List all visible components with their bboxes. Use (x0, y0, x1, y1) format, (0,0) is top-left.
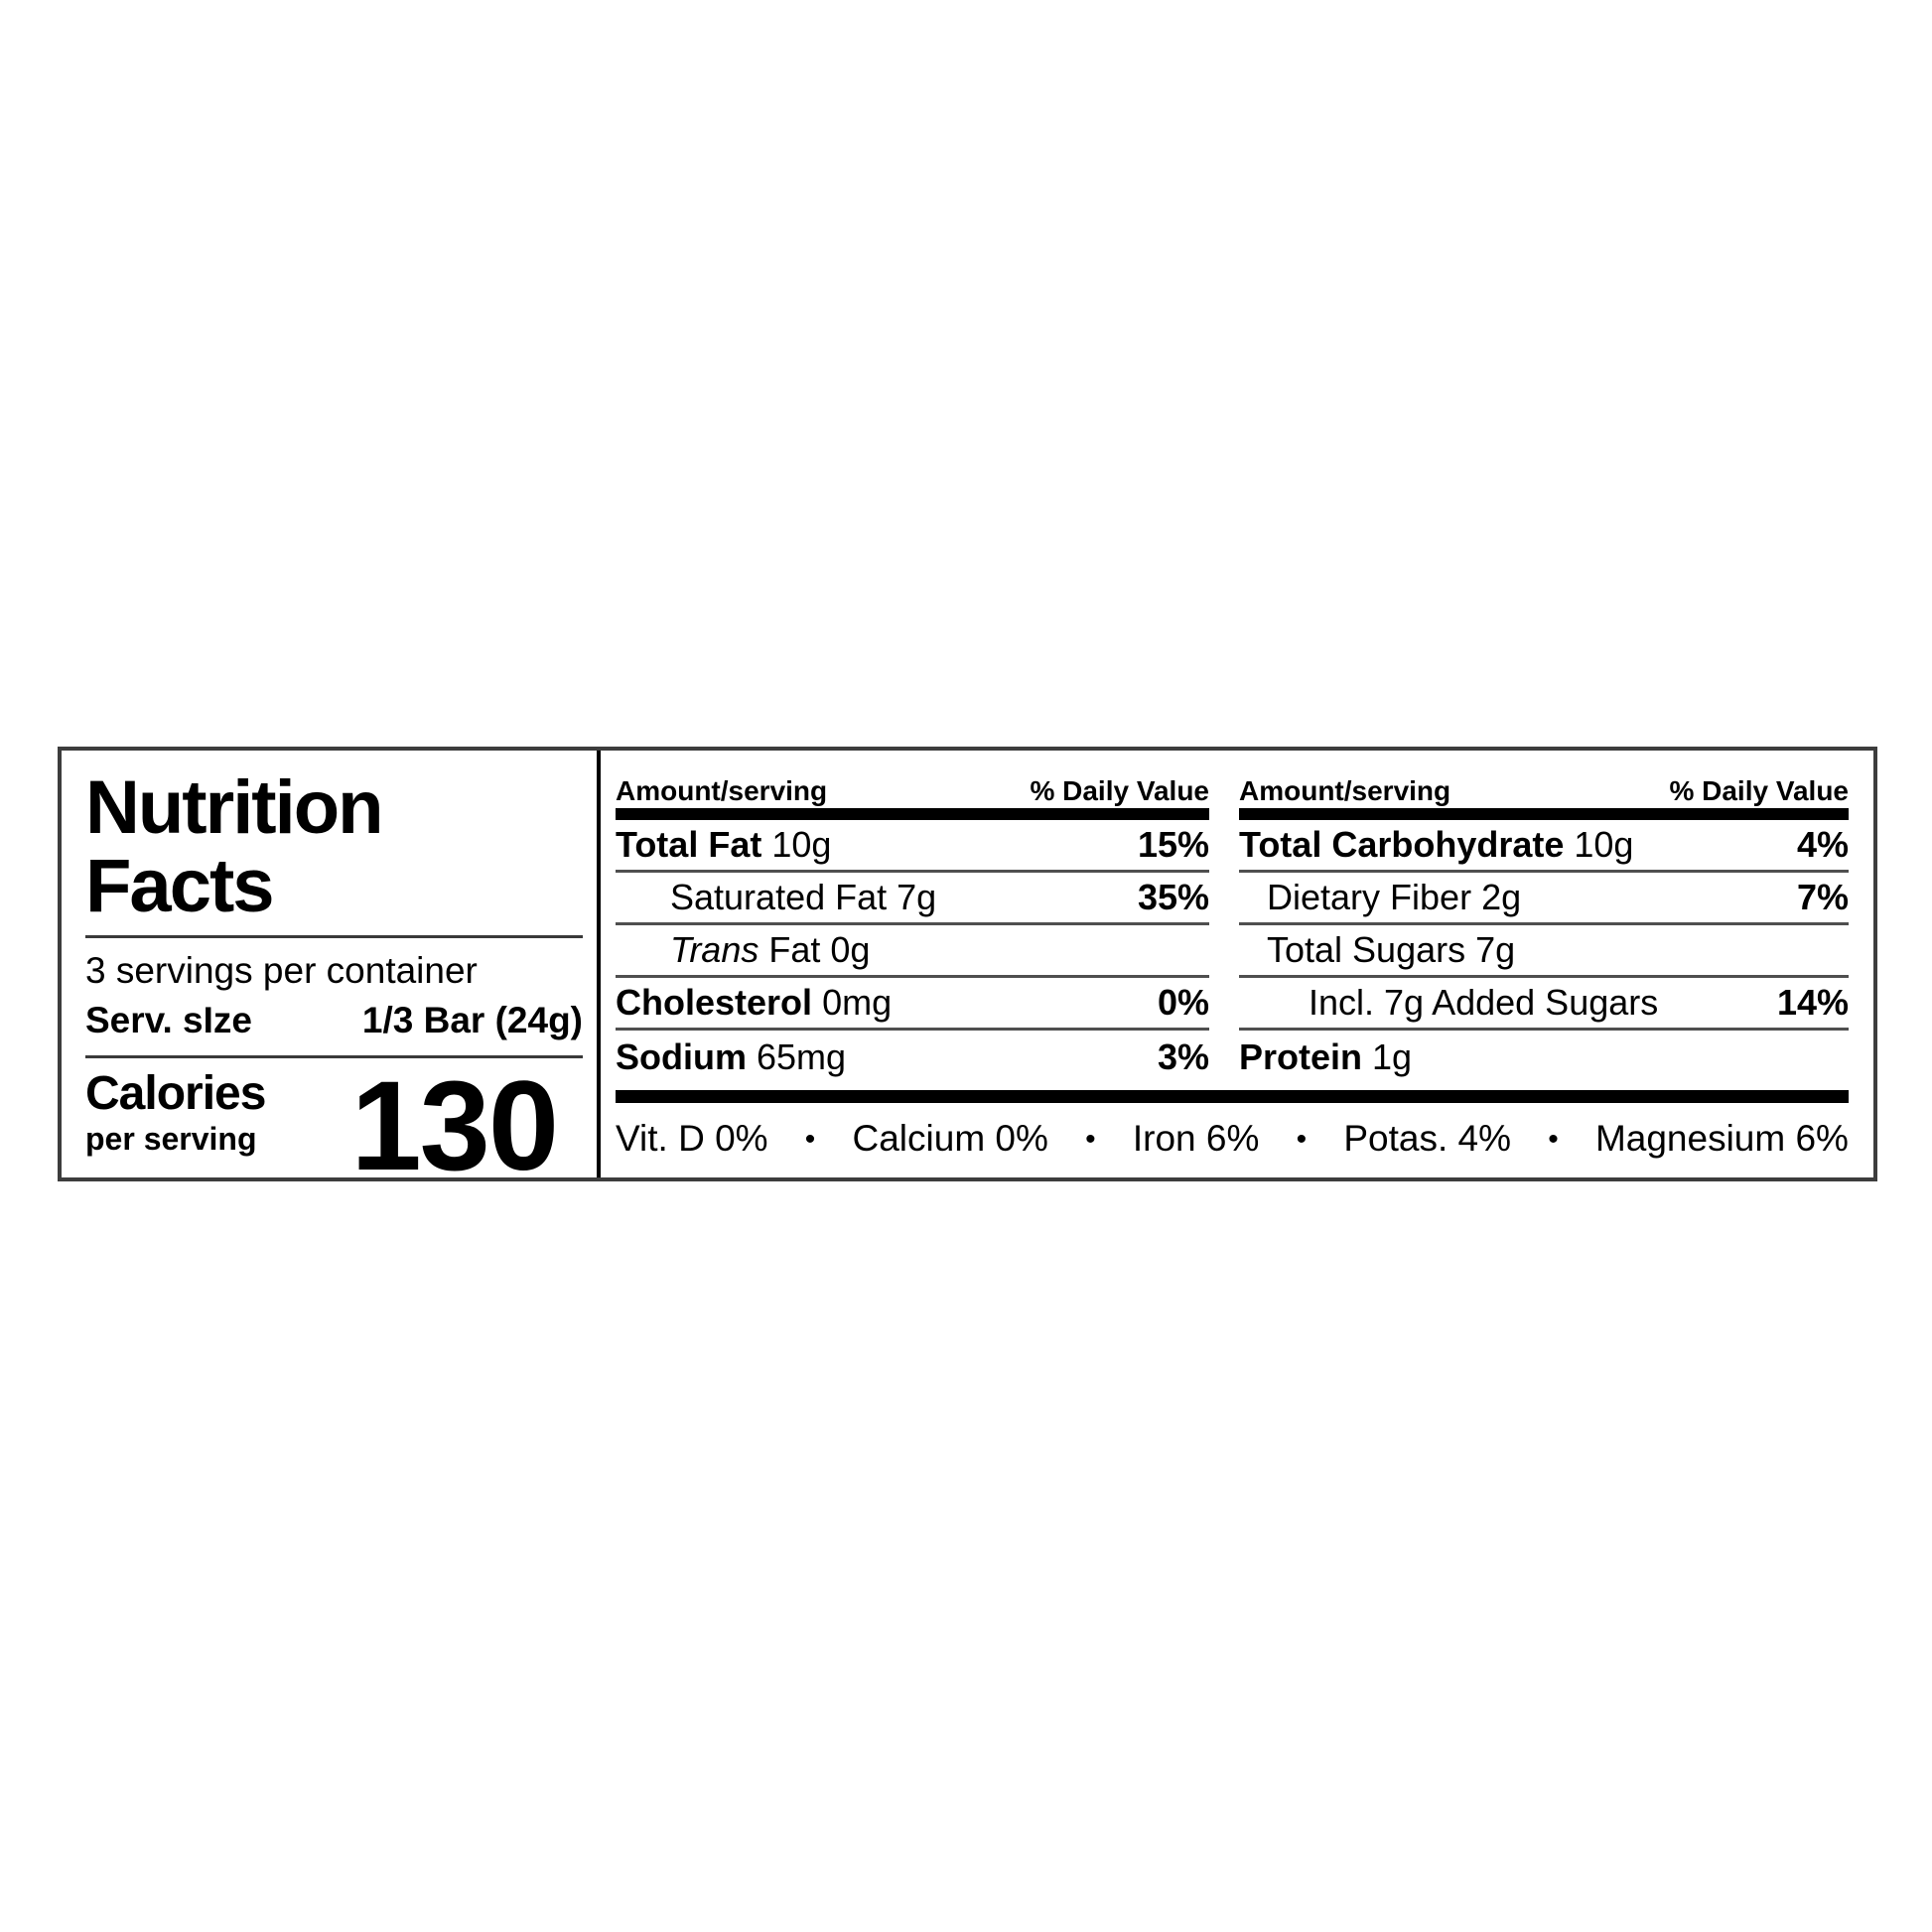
nutrient-row-saturated-fat: Saturated Fat 7g 35% (616, 873, 1209, 925)
daily-value-percent: 35% (1137, 877, 1209, 917)
nutrient-name: Saturated Fat 7g (670, 877, 937, 917)
amount-per-serving-header: Amount/serving (1239, 775, 1451, 806)
nutrient-row-sodium: Sodium 65mg 3% (616, 1031, 1209, 1083)
thick-divider-bar (1239, 808, 1849, 820)
bullet-separator: • (1085, 1123, 1096, 1156)
daily-value-percent: 14% (1776, 982, 1849, 1023)
serving-size-label: Serv. sIze (85, 1000, 252, 1040)
nutrition-facts-title: Nutrition Facts (85, 765, 384, 928)
calories-sublabel: per serving (85, 1121, 257, 1157)
daily-value-percent: 4% (1796, 824, 1849, 865)
rule-under-serving-size (85, 1055, 583, 1058)
daily-value-percent: 15% (1137, 824, 1209, 865)
nutrient-row-total-carbohydrate: Total Carbohydrate 10g 4% (1239, 820, 1849, 873)
nutrient-columns: Amount/serving % Daily Value Total Fat 1… (616, 751, 1849, 1083)
label-right-section: Amount/serving % Daily Value Total Fat 1… (601, 751, 1873, 1177)
nutrient-name: Total Sugars 7g (1267, 929, 1516, 970)
micronutrient-calcium: Calcium 0% (852, 1118, 1048, 1159)
micronutrient-iron: Iron 6% (1132, 1118, 1260, 1159)
rule-under-title (85, 935, 583, 938)
micronutrient-magnesium: Magnesium 6% (1594, 1118, 1849, 1159)
nutrient-name: Protein 1g (1239, 1035, 1413, 1077)
micronutrients-row: Vit. D 0% • Calcium 0% • Iron 6% • Potas… (616, 1117, 1849, 1164)
amount-per-serving-header: Amount/serving (616, 775, 828, 806)
nutrient-name: Total Fat 10g (616, 824, 832, 865)
daily-value-header: % Daily Value (1030, 775, 1209, 806)
daily-value-header: % Daily Value (1669, 775, 1849, 806)
servings-per-container: 3 servings per container (85, 950, 478, 991)
daily-value-percent: 0% (1157, 982, 1209, 1023)
nutrient-name: Incl. 7g Added Sugars (1309, 982, 1659, 1023)
calories-value: 130 (350, 1055, 559, 1197)
column-header: Amount/serving % Daily Value (1239, 751, 1849, 806)
nutrient-name: Sodium 65mg (616, 1035, 847, 1077)
nutrient-row-dietary-fiber: Dietary Fiber 2g 7% (1239, 873, 1849, 925)
nutrient-row-trans-fat: Trans Fat 0g (616, 925, 1209, 978)
nutrition-facts-label: Nutrition Facts 3 servings per container… (58, 747, 1877, 1190)
nutrient-name: Dietary Fiber 2g (1267, 877, 1522, 917)
bullet-separator: • (804, 1123, 816, 1156)
calories-row: Calories per serving 130 (85, 1055, 583, 1197)
thick-divider-bar (616, 808, 1209, 820)
nutrient-column-carb-protein: Amount/serving % Daily Value Total Carbo… (1239, 751, 1849, 1083)
micronutrient-potassium: Potas. 4% (1343, 1118, 1511, 1159)
label-left-panel: Nutrition Facts 3 servings per container… (62, 751, 601, 1190)
nutrient-name: Cholesterol 0mg (616, 982, 893, 1023)
serving-size-value: 1/3 Bar (24g) (361, 1000, 583, 1040)
nutrient-name: Total Carbohydrate 10g (1239, 824, 1634, 865)
serving-size-row: Serv. sIze 1/3 Bar (24g) (85, 1000, 583, 1041)
nutrient-name: Trans Fat 0g (670, 929, 871, 970)
daily-value-percent: 3% (1157, 1035, 1209, 1077)
nutrient-column-fat-sodium: Amount/serving % Daily Value Total Fat 1… (616, 751, 1209, 1083)
bullet-separator: • (1548, 1123, 1559, 1156)
nutrient-row-protein: Protein 1g (1239, 1031, 1849, 1083)
calories-label-block: Calories per serving (85, 1067, 266, 1158)
thick-bottom-bar (616, 1090, 1849, 1103)
nutrient-row-total-sugars: Total Sugars 7g (1239, 925, 1849, 978)
daily-value-percent: 7% (1796, 877, 1849, 917)
nutrient-row-added-sugars: Incl. 7g Added Sugars 14% (1239, 978, 1849, 1031)
nutrient-row-total-fat: Total Fat 10g 15% (616, 820, 1209, 873)
nutrient-row-cholesterol: Cholesterol 0mg 0% (616, 978, 1209, 1031)
column-header: Amount/serving % Daily Value (616, 751, 1209, 806)
micronutrient-vitamin-d: Vit. D 0% (616, 1118, 768, 1159)
calories-label: Calories (85, 1067, 266, 1120)
bullet-separator: • (1296, 1123, 1308, 1156)
